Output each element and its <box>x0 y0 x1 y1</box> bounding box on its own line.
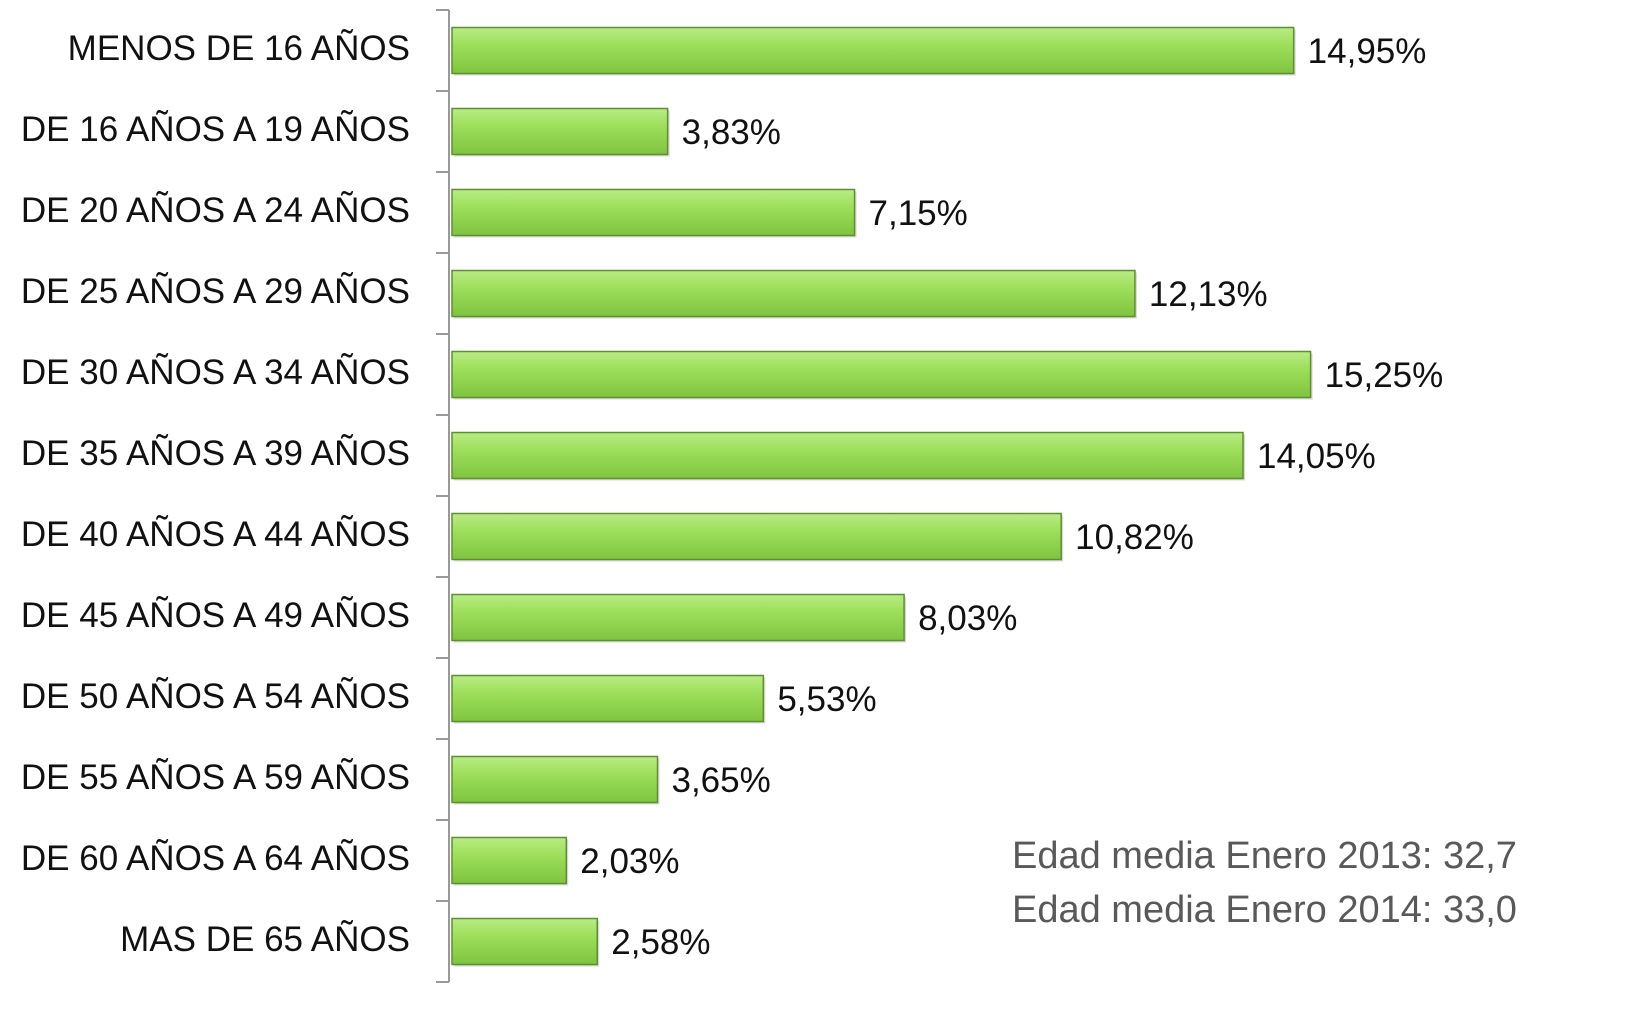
bar <box>451 674 765 723</box>
y-tick-label: DE 20 AÑOS A 24 AÑOS <box>21 191 410 230</box>
bar <box>451 188 856 237</box>
bar <box>451 350 1312 399</box>
value-label: 12,13% <box>1149 275 1268 314</box>
y-tick-label: DE 50 AÑOS A 54 AÑOS <box>21 677 410 716</box>
y-tick-label: DE 45 AÑOS A 49 AÑOS <box>21 596 410 635</box>
bar <box>451 431 1244 480</box>
y-tick-label: DE 40 AÑOS A 44 AÑOS <box>21 515 410 554</box>
y-tick-label: MAS DE 65 AÑOS <box>120 920 410 959</box>
value-label: 3,83% <box>682 113 781 152</box>
y-tick-label: DE 16 AÑOS A 19 AÑOS <box>21 110 410 149</box>
value-label: 3,65% <box>671 761 770 800</box>
value-label: 5,53% <box>777 680 876 719</box>
bar <box>451 269 1136 318</box>
y-tick-label: MENOS DE 16 AÑOS <box>68 29 410 68</box>
bar <box>451 593 905 642</box>
annotation: Edad media Enero 2014: 33,0 <box>1012 889 1517 931</box>
y-tick-label: DE 55 AÑOS A 59 AÑOS <box>21 758 410 797</box>
value-label: 2,03% <box>580 842 679 881</box>
value-label: 8,03% <box>918 599 1017 638</box>
y-tick-label: DE 25 AÑOS A 29 AÑOS <box>21 272 410 311</box>
bar <box>451 26 1295 75</box>
annotation: Edad media Enero 2013: 32,7 <box>1012 835 1517 877</box>
value-label: 14,95% <box>1308 32 1427 71</box>
bar <box>451 107 669 156</box>
value-label: 10,82% <box>1075 518 1194 557</box>
y-tick-label: DE 35 AÑOS A 39 AÑOS <box>21 434 410 473</box>
bar <box>451 917 599 966</box>
value-label: 2,58% <box>611 923 710 962</box>
value-label: 14,05% <box>1257 437 1376 476</box>
y-tick-label: DE 60 AÑOS A 64 AÑOS <box>21 839 410 878</box>
bar <box>451 836 568 885</box>
bar <box>451 512 1062 561</box>
bar <box>451 755 659 804</box>
value-label: 7,15% <box>869 194 968 233</box>
value-label: 15,25% <box>1325 356 1444 395</box>
y-tick-label: DE 30 AÑOS A 34 AÑOS <box>21 353 410 392</box>
